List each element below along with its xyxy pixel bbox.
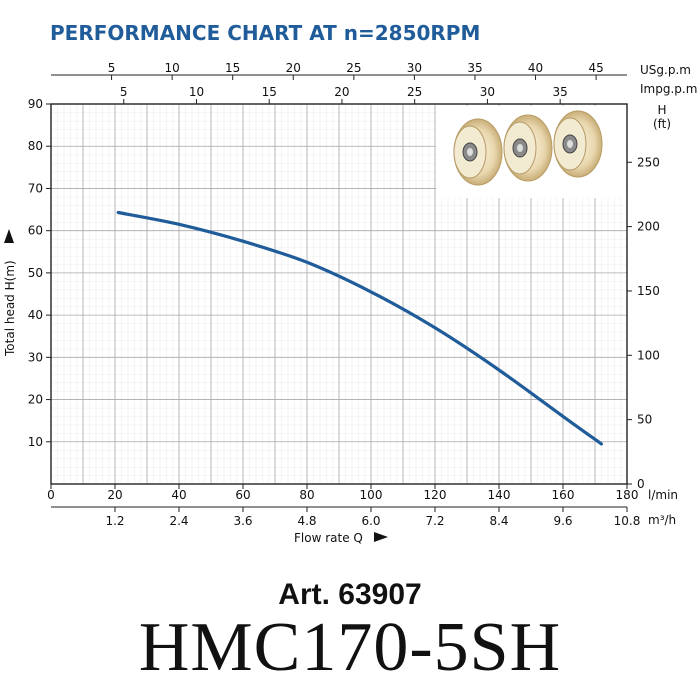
axis-bottom-m3h-ticks: 1.2 2.4 3.6 4.8 6.0 7.2 8.4 9.6 10.8 [105,507,640,528]
y-tick-label: 30 [28,350,43,364]
y-tick-label: 20 [28,393,43,407]
y-tick-label: 60 [28,224,43,238]
x2-tick-label: 10.8 [614,514,641,528]
x-axis-arrow-icon [374,532,388,542]
x2-tick-label: 9.6 [553,514,572,528]
x3-tick-label: 30 [407,61,422,75]
article-number: Art. 63907 [278,578,422,611]
y-tick-label: 10 [28,435,43,449]
y-tick-label: 50 [28,266,43,280]
x-tick-label: 60 [235,488,250,502]
y-axis-title: Total head H(m) [3,229,17,357]
performance-curve [116,210,603,446]
x3-tick-label: 40 [528,61,543,75]
x4-tick-label: 25 [407,85,422,99]
y2-tick-label: 0 [637,477,645,491]
axis-top-usgpm-ticks: 5 10 15 20 25 30 35 40 45 [108,61,604,80]
x-axis-title: Flow rate Q [294,531,388,545]
x-tick-label: 100 [360,488,383,502]
y-axis-label: Total head H(m) [3,260,17,357]
y-tick-label: 90 [28,97,43,111]
y2-tick-label: 150 [637,284,660,298]
model-name: HMC170-5SH [138,609,562,686]
axis-top-impgpm-ticks: 5 10 15 20 25 30 35 [120,85,568,104]
x2-tick-label: 8.4 [489,514,508,528]
y-axis-arrow-icon [4,229,14,243]
x3-tick-label: 45 [588,61,603,75]
y2-tick-label: 50 [637,413,652,427]
x4-tick-label: 5 [120,85,128,99]
y-tick-label: 80 [28,139,43,153]
x3-tick-label: 20 [286,61,301,75]
x2-tick-label: 3.6 [233,514,252,528]
x-tick-label: 140 [488,488,511,502]
x-tick-label: 0 [47,488,55,502]
unit-ft-line1: H [657,103,666,117]
x4-tick-label: 20 [334,85,349,99]
x-tick-label: 180 [616,488,639,502]
y-tick-label: 40 [28,308,43,322]
y-tick-label: 70 [28,181,43,195]
x-tick-label: 20 [107,488,122,502]
x3-tick-label: 5 [108,61,116,75]
axis-left-ticks: 10 20 30 40 50 60 70 80 90 [28,97,51,449]
x3-tick-label: 10 [164,61,179,75]
chart-title: PERFORMANCE CHART AT n=2850RPM [50,21,480,45]
x2-tick-label: 1.2 [105,514,124,528]
x4-tick-label: 30 [480,85,495,99]
x-tick-label: 80 [299,488,314,502]
unit-impgpm: Impg.p.m [640,82,697,96]
x4-tick-label: 15 [262,85,277,99]
x-tick-label: 120 [424,488,447,502]
x2-tick-label: 2.4 [169,514,188,528]
x-tick-label: 160 [552,488,575,502]
unit-usgpm: USg.p.m [640,63,691,77]
unit-m3h: m³/h [648,513,676,527]
plot-frame [50,103,628,485]
axis-bottom-lmin-ticks: 0 20 40 60 80 100 120 140 160 180 [47,484,638,502]
x3-tick-label: 35 [467,61,482,75]
x2-tick-label: 4.8 [297,514,316,528]
x3-tick-label: 25 [346,61,361,75]
x-tick-label: 40 [171,488,186,502]
impeller-image [436,106,626,198]
y2-tick-label: 100 [637,348,660,362]
x2-tick-label: 6.0 [361,514,380,528]
x4-tick-label: 10 [189,85,204,99]
y2-tick-label: 250 [637,155,660,169]
unit-ft-line2: (ft) [653,117,671,131]
plot-major-grid [51,104,627,484]
x2-tick-label: 7.2 [425,514,444,528]
unit-lmin: l/min [648,488,678,502]
x3-tick-label: 15 [225,61,240,75]
axis-right-ticks: 0 50 100 150 200 250 [627,155,660,491]
x4-tick-label: 35 [553,85,568,99]
x-axis-label: Flow rate Q [294,531,363,545]
y2-tick-label: 200 [637,220,660,234]
